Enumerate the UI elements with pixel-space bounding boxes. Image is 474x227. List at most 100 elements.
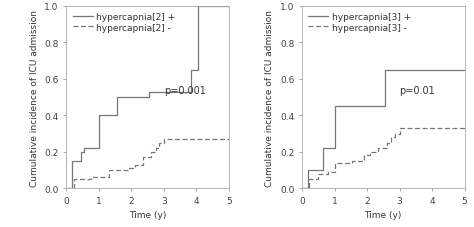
hypercapnia[3] - (367, 154, 373, 157)
hypercapnia[2] + (96, 147, 102, 150)
hypercapnia[2] - (181, 138, 186, 141)
hypercapnia[2] - (132, 167, 137, 170)
hypercapnia[2] + (69, 187, 75, 190)
hypercapnia[2] - (88, 176, 93, 179)
hypercapnia[2] + (78, 151, 84, 153)
hypercapnia[2] - (153, 151, 159, 153)
hypercapnia[3] - (349, 160, 355, 163)
hypercapnia[3] + (366, 105, 372, 108)
hypercapnia[3] - (397, 133, 402, 135)
hypercapnia[3] - (325, 171, 331, 173)
X-axis label: Time (y): Time (y) (129, 210, 166, 220)
hypercapnia[2] - (80, 178, 85, 181)
hypercapnia[2] - (72, 187, 77, 190)
hypercapnia[2] - (187, 138, 193, 141)
hypercapnia[2] - (181, 138, 186, 141)
hypercapnia[2] + (69, 160, 75, 163)
hypercapnia[3] - (332, 171, 337, 173)
hypercapnia[2] + (78, 160, 84, 163)
hypercapnia[3] - (389, 142, 394, 144)
hypercapnia[2] + (195, 5, 201, 8)
hypercapnia[2] - (148, 151, 154, 153)
hypercapnia[2] + (96, 114, 102, 117)
hypercapnia[2] - (106, 176, 111, 179)
hypercapnia[3] - (341, 162, 347, 164)
hypercapnia[2] + (226, 5, 232, 8)
hypercapnia[3] - (315, 178, 321, 181)
hypercapnia[2] - (114, 169, 119, 172)
Line: hypercapnia[3] -: hypercapnia[3] - (302, 128, 465, 188)
hypercapnia[3] - (367, 151, 373, 153)
hypercapnia[3] + (299, 187, 305, 190)
hypercapnia[3] - (361, 160, 366, 163)
hypercapnia[2] - (187, 138, 193, 141)
hypercapnia[2] - (125, 167, 131, 170)
hypercapnia[3] + (423, 69, 428, 72)
hypercapnia[3] - (416, 127, 422, 130)
hypercapnia[3] + (382, 105, 388, 108)
hypercapnia[3] - (401, 127, 407, 130)
hypercapnia[3] - (375, 147, 381, 150)
Line: hypercapnia[2] -: hypercapnia[2] - (66, 139, 229, 188)
hypercapnia[2] + (189, 69, 194, 72)
hypercapnia[3] + (332, 105, 337, 108)
hypercapnia[2] - (140, 163, 146, 166)
hypercapnia[3] + (382, 69, 388, 72)
hypercapnia[2] - (140, 156, 146, 159)
hypercapnia[3] + (305, 169, 310, 172)
hypercapnia[2] - (153, 147, 159, 150)
hypercapnia[2] - (114, 169, 119, 172)
hypercapnia[3] - (349, 162, 355, 164)
hypercapnia[2] - (156, 147, 162, 150)
hypercapnia[3] - (392, 136, 398, 139)
hypercapnia[3] - (332, 162, 337, 164)
hypercapnia[2] + (138, 96, 144, 99)
hypercapnia[3] - (299, 187, 305, 190)
hypercapnia[3] - (462, 127, 467, 130)
hypercapnia[2] - (106, 169, 111, 172)
hypercapnia[3] - (389, 136, 394, 139)
Legend: hypercapnia[2] +, hypercapnia[2] -: hypercapnia[2] +, hypercapnia[2] - (71, 11, 177, 34)
Line: hypercapnia[3] +: hypercapnia[3] + (302, 70, 465, 188)
hypercapnia[2] - (148, 156, 154, 159)
hypercapnia[2] - (80, 178, 85, 181)
hypercapnia[2] - (88, 178, 93, 181)
hypercapnia[3] - (383, 147, 389, 150)
hypercapnia[2] + (82, 147, 87, 150)
hypercapnia[3] - (410, 127, 415, 130)
Line: hypercapnia[2] +: hypercapnia[2] + (66, 7, 229, 188)
hypercapnia[2] + (82, 151, 87, 153)
hypercapnia[3] - (424, 127, 430, 130)
hypercapnia[3] - (341, 162, 347, 164)
hypercapnia[3] - (306, 178, 311, 181)
hypercapnia[2] - (161, 138, 167, 141)
Text: p=0.001: p=0.001 (164, 86, 206, 96)
hypercapnia[2] - (226, 138, 232, 141)
hypercapnia[2] - (125, 169, 131, 172)
hypercapnia[2] + (195, 69, 201, 72)
hypercapnia[3] - (397, 127, 402, 130)
Legend: hypercapnia[3] +, hypercapnia[3] -: hypercapnia[3] +, hypercapnia[3] - (307, 11, 413, 34)
hypercapnia[3] - (361, 154, 366, 157)
hypercapnia[2] - (72, 178, 77, 181)
hypercapnia[3] + (332, 147, 337, 150)
hypercapnia[3] - (401, 127, 407, 130)
hypercapnia[3] + (366, 105, 372, 108)
hypercapnia[3] - (375, 151, 381, 153)
hypercapnia[2] + (146, 91, 152, 94)
hypercapnia[2] + (114, 96, 119, 99)
hypercapnia[2] - (96, 176, 102, 179)
hypercapnia[3] + (462, 69, 467, 72)
hypercapnia[2] - (174, 138, 180, 141)
Y-axis label: Cumulative incidence of ICU admission: Cumulative incidence of ICU admission (30, 10, 39, 186)
hypercapnia[3] - (325, 173, 331, 175)
X-axis label: Time (y): Time (y) (365, 210, 402, 220)
Text: p=0.01: p=0.01 (400, 86, 435, 96)
hypercapnia[3] - (416, 127, 422, 130)
hypercapnia[3] + (320, 147, 326, 150)
hypercapnia[2] + (189, 91, 194, 94)
hypercapnia[2] + (64, 187, 69, 190)
hypercapnia[3] + (320, 169, 326, 172)
hypercapnia[3] - (392, 133, 398, 135)
hypercapnia[2] - (174, 138, 180, 141)
